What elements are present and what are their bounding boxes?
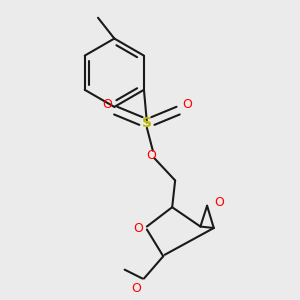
- Text: O: O: [131, 281, 141, 295]
- Text: S: S: [142, 116, 152, 130]
- Text: O: O: [182, 98, 192, 111]
- Text: O: O: [102, 98, 112, 111]
- Text: O: O: [214, 196, 224, 209]
- Text: O: O: [146, 149, 156, 162]
- Text: O: O: [134, 221, 143, 235]
